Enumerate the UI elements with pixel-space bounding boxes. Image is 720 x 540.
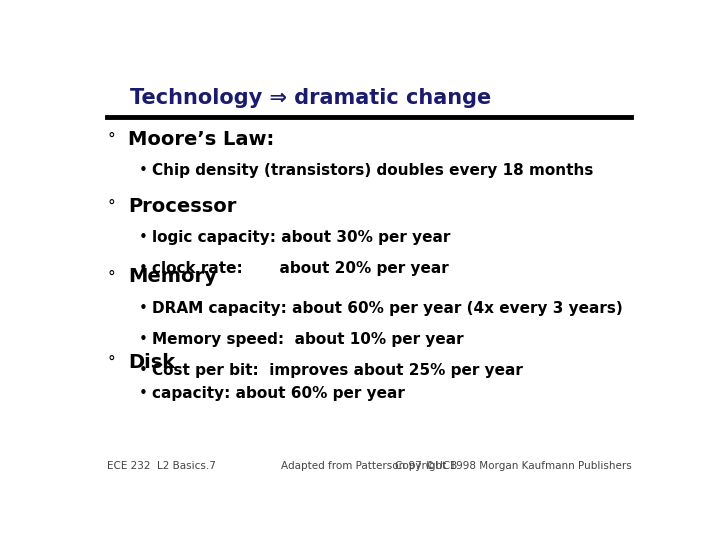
Text: •: • xyxy=(138,261,148,276)
Text: Technology ⇒ dramatic change: Technology ⇒ dramatic change xyxy=(130,87,492,107)
Text: Cost per bit:  improves about 25% per year: Cost per bit: improves about 25% per yea… xyxy=(153,363,523,378)
Text: •: • xyxy=(138,363,148,378)
Text: °: ° xyxy=(107,355,115,369)
Text: °: ° xyxy=(107,132,115,147)
Text: •: • xyxy=(138,332,148,347)
Text: •: • xyxy=(138,163,148,178)
Text: capacity: about 60% per year: capacity: about 60% per year xyxy=(153,386,405,401)
Text: Disk: Disk xyxy=(128,353,175,372)
Text: ECE 232  L2 Basics.7: ECE 232 L2 Basics.7 xyxy=(107,462,215,471)
Text: Copyright 1998 Morgan Kaufmann Publishers: Copyright 1998 Morgan Kaufmann Publisher… xyxy=(395,462,631,471)
Text: Processor: Processor xyxy=(128,197,236,215)
Text: °: ° xyxy=(107,269,115,285)
Text: Memory speed:  about 10% per year: Memory speed: about 10% per year xyxy=(153,332,464,347)
Text: Moore’s Law:: Moore’s Law: xyxy=(128,130,274,149)
Text: •: • xyxy=(138,230,148,245)
Text: logic capacity: about 30% per year: logic capacity: about 30% per year xyxy=(153,230,451,245)
Text: DRAM capacity: about 60% per year (4x every 3 years): DRAM capacity: about 60% per year (4x ev… xyxy=(153,301,624,315)
Text: Adapted from Patterson 97 ©UCB: Adapted from Patterson 97 ©UCB xyxy=(281,462,457,471)
Text: °: ° xyxy=(107,199,115,214)
Text: •: • xyxy=(138,386,148,401)
Text: clock rate:       about 20% per year: clock rate: about 20% per year xyxy=(153,261,449,276)
Text: Memory: Memory xyxy=(128,267,217,286)
Text: Chip density (transistors) doubles every 18 months: Chip density (transistors) doubles every… xyxy=(153,163,594,178)
Text: •: • xyxy=(138,301,148,315)
